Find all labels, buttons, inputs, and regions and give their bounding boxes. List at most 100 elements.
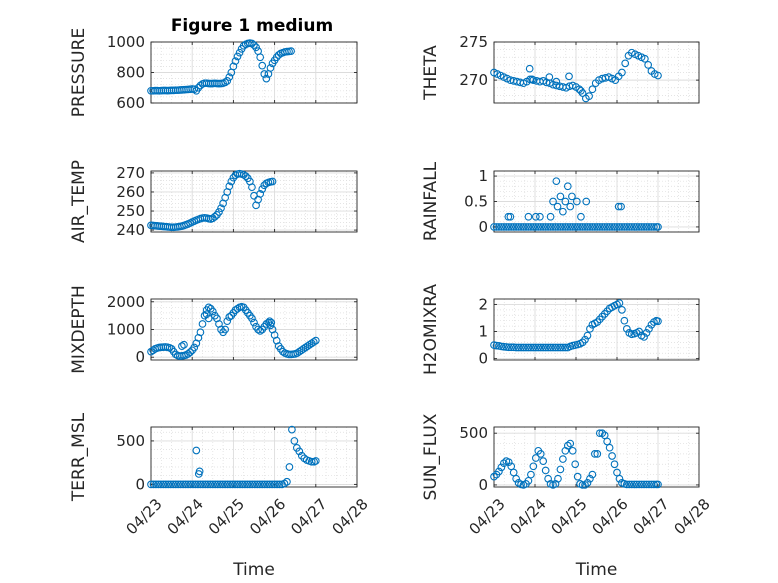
y-tick-label: 0 xyxy=(478,350,488,368)
data-point xyxy=(598,429,607,438)
data-point xyxy=(585,92,593,100)
data-point xyxy=(504,212,513,221)
data-point xyxy=(492,341,501,350)
data-point xyxy=(541,223,550,231)
y-tick-label: 275 xyxy=(459,33,488,51)
data-point xyxy=(635,327,643,336)
y-tick-label: 0 xyxy=(478,476,488,494)
data-point xyxy=(583,479,592,487)
data-point xyxy=(583,223,592,231)
data-point xyxy=(556,223,565,231)
data-point xyxy=(640,333,648,341)
data-point xyxy=(642,223,651,231)
data-point xyxy=(250,480,259,489)
data-point xyxy=(258,480,267,489)
data-point xyxy=(545,73,554,81)
x-tick-label: 04/23 xyxy=(122,495,165,538)
series-air_temp xyxy=(147,169,277,232)
data-point xyxy=(615,223,624,231)
data-point xyxy=(559,207,567,216)
data-point xyxy=(586,223,594,231)
y-tick-label: 0 xyxy=(135,475,145,493)
data-point xyxy=(512,343,520,352)
data-point xyxy=(600,223,609,231)
data-point xyxy=(497,223,506,231)
data-point xyxy=(192,446,201,455)
data-point xyxy=(561,197,570,206)
series-sun_flux xyxy=(490,429,662,489)
data-point xyxy=(620,223,629,231)
data-point xyxy=(514,223,523,231)
data-point xyxy=(265,317,274,326)
data-point xyxy=(622,324,631,333)
data-point xyxy=(588,470,597,479)
data-point xyxy=(561,223,570,231)
data-point xyxy=(572,197,581,206)
x-axis-label: Time xyxy=(575,560,618,580)
data-point xyxy=(603,437,612,446)
data-point xyxy=(204,303,213,312)
data-point xyxy=(613,223,621,231)
data-point xyxy=(614,202,623,211)
data-point xyxy=(499,223,508,231)
data-point xyxy=(529,223,538,231)
data-point xyxy=(492,223,501,231)
data-point xyxy=(195,467,204,476)
data-point xyxy=(309,338,318,346)
data-point xyxy=(184,480,192,489)
data-point xyxy=(576,223,584,231)
figure-title: Figure 1 medium xyxy=(171,16,333,36)
data-point xyxy=(586,324,594,333)
data-point xyxy=(250,41,258,49)
data-point xyxy=(642,480,651,489)
data-point xyxy=(559,223,567,231)
data-point xyxy=(527,470,535,479)
y-tick-label: 1 xyxy=(478,167,488,185)
data-point xyxy=(512,223,520,231)
data-point xyxy=(507,343,516,352)
data-point xyxy=(551,343,560,352)
data-point xyxy=(191,480,200,489)
x-tick-label: 04/27 xyxy=(629,495,672,538)
data-point xyxy=(490,223,498,231)
data-point xyxy=(190,85,199,94)
data-point xyxy=(204,480,212,489)
data-point xyxy=(635,223,643,231)
data-point xyxy=(507,223,516,231)
data-point xyxy=(196,328,205,337)
data-point xyxy=(265,480,274,489)
data-point xyxy=(650,223,658,231)
data-point xyxy=(267,318,276,327)
data-point xyxy=(552,177,561,186)
data-point xyxy=(189,480,197,489)
data-point xyxy=(621,59,630,68)
x-tick-label: 04/28 xyxy=(670,495,713,538)
data-point xyxy=(522,223,530,231)
data-point xyxy=(502,343,511,351)
subplot-rainfall: 0 0.5 1 RAINFALL xyxy=(421,161,700,241)
data-point xyxy=(608,223,616,231)
y-axis-label: RAINFALL xyxy=(421,161,441,241)
series-terr_msl xyxy=(147,425,320,489)
y-tick-label: 260 xyxy=(116,183,145,201)
data-point xyxy=(208,480,217,489)
data-point xyxy=(556,465,565,474)
data-point xyxy=(223,480,232,489)
subplot-mixdepth: 0 1000 2000 MIXDEPTH xyxy=(69,285,358,374)
series-mixdepth xyxy=(147,302,320,360)
data-point xyxy=(194,480,202,489)
data-point xyxy=(627,223,636,231)
data-point xyxy=(559,455,567,463)
data-point xyxy=(285,463,294,471)
data-point xyxy=(566,439,575,448)
data-point xyxy=(644,61,653,69)
data-point xyxy=(637,223,646,231)
data-point xyxy=(559,343,567,352)
data-point xyxy=(563,182,572,191)
y-tick-label: 240 xyxy=(116,221,145,239)
y-axis-label: H2OMIXRA xyxy=(421,284,441,375)
data-point xyxy=(258,185,267,193)
y-axis-label: AIR_TEMP xyxy=(69,160,89,243)
